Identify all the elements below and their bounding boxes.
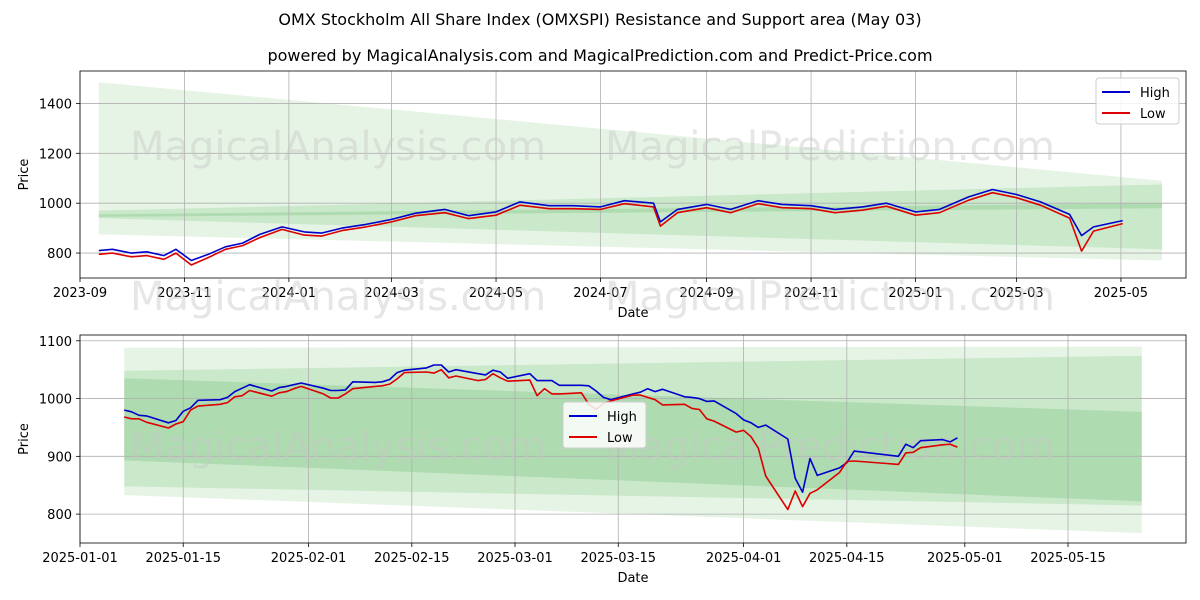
x-tick-label: 2025-03 <box>989 286 1043 301</box>
chart-title: OMX Stockholm All Share Index (OMXSPI) R… <box>278 10 922 29</box>
x-tick-label: 2025-05-15 <box>1030 551 1106 566</box>
chart-panel-2: 2025-01-01 2025-01-15 2025-02-01 2025-02-15… <box>17 334 1187 586</box>
y-tick-label: 800 <box>47 247 72 262</box>
x-tick-label: 2025-01-15 <box>145 551 221 566</box>
x-tick-label: 2025-03-01 <box>477 551 553 566</box>
x-tick-label: 2025-01-01 <box>42 551 118 566</box>
x-tick-label: 2025-02-01 <box>271 551 347 566</box>
legend-label-low: Low <box>1140 107 1166 122</box>
y-tick-label: 1400 <box>39 97 72 112</box>
plot-frame <box>79 334 1187 544</box>
x-axis-label: Date <box>617 571 648 586</box>
y-tick-label: 900 <box>47 450 72 465</box>
y-tick-label: 1200 <box>39 147 72 162</box>
y-tick-label: 1000 <box>39 393 72 408</box>
x-tick-label: 2025-03-15 <box>580 551 656 566</box>
watermark-text: MagicalPrediction.com <box>605 124 1055 170</box>
x-tick-label: 2025-05 <box>1094 286 1148 301</box>
series-line-high <box>124 364 958 493</box>
watermark-text: MagicalAnalysis.com <box>130 424 546 470</box>
y-tick-label: 800 <box>47 508 72 523</box>
legend-box <box>1095 77 1180 125</box>
chart-panel-1: 2023-09 2023-11 2024-01 2024-03 2024-05 2024-… <box>17 70 1187 321</box>
watermark-text: MagicalPrediction.com <box>605 424 1055 470</box>
y-axis-label: Price <box>17 159 32 191</box>
series-line-low <box>124 368 958 511</box>
x-tick-label: 2024-05 <box>469 286 523 301</box>
series-line-low <box>98 191 1123 266</box>
legend: High Low <box>562 401 647 449</box>
legend-label-low: Low <box>607 431 633 446</box>
y-tick-label: 1000 <box>39 197 72 212</box>
series-line-high <box>98 188 1123 262</box>
x-tick-label: 2024-01 <box>262 286 316 301</box>
plot-frame <box>79 70 1187 279</box>
y-axis-label: Price <box>17 423 32 455</box>
watermark-text: MagicalAnalysis.com <box>130 124 546 170</box>
watermark-text: MagicalPrediction.com <box>605 274 1055 320</box>
chart-subtitle: powered by MagicalAnalysis.com and Magic… <box>267 46 933 65</box>
x-tick-label: 2025-05-01 <box>927 551 1003 566</box>
y-tick-label: 1100 <box>39 335 72 350</box>
legend-box <box>562 401 647 449</box>
x-tick-label: 2023-09 <box>53 286 107 301</box>
x-tick-label: 2024-09 <box>679 286 733 301</box>
x-axis-label: Date <box>617 306 648 321</box>
x-tick-label: 2023-11 <box>157 286 211 301</box>
x-tick-label: 2025-04-01 <box>706 551 782 566</box>
x-tick-label: 2024-07 <box>573 286 627 301</box>
x-tick-label: 2024-11 <box>784 286 838 301</box>
legend: High Low <box>1095 77 1180 125</box>
x-tick-label: 2025-04-15 <box>809 551 885 566</box>
band-inner <box>98 184 1163 250</box>
x-tick-label: 2025-01 <box>888 286 942 301</box>
legend-label-high: High <box>1140 86 1170 101</box>
legend-label-high: High <box>607 410 637 425</box>
band-outer <box>98 82 1163 261</box>
watermark-text: MagicalAnalysis.com <box>130 274 546 320</box>
x-tick-label: 2025-02-15 <box>374 551 450 566</box>
x-tick-label: 2024-03 <box>364 286 418 301</box>
